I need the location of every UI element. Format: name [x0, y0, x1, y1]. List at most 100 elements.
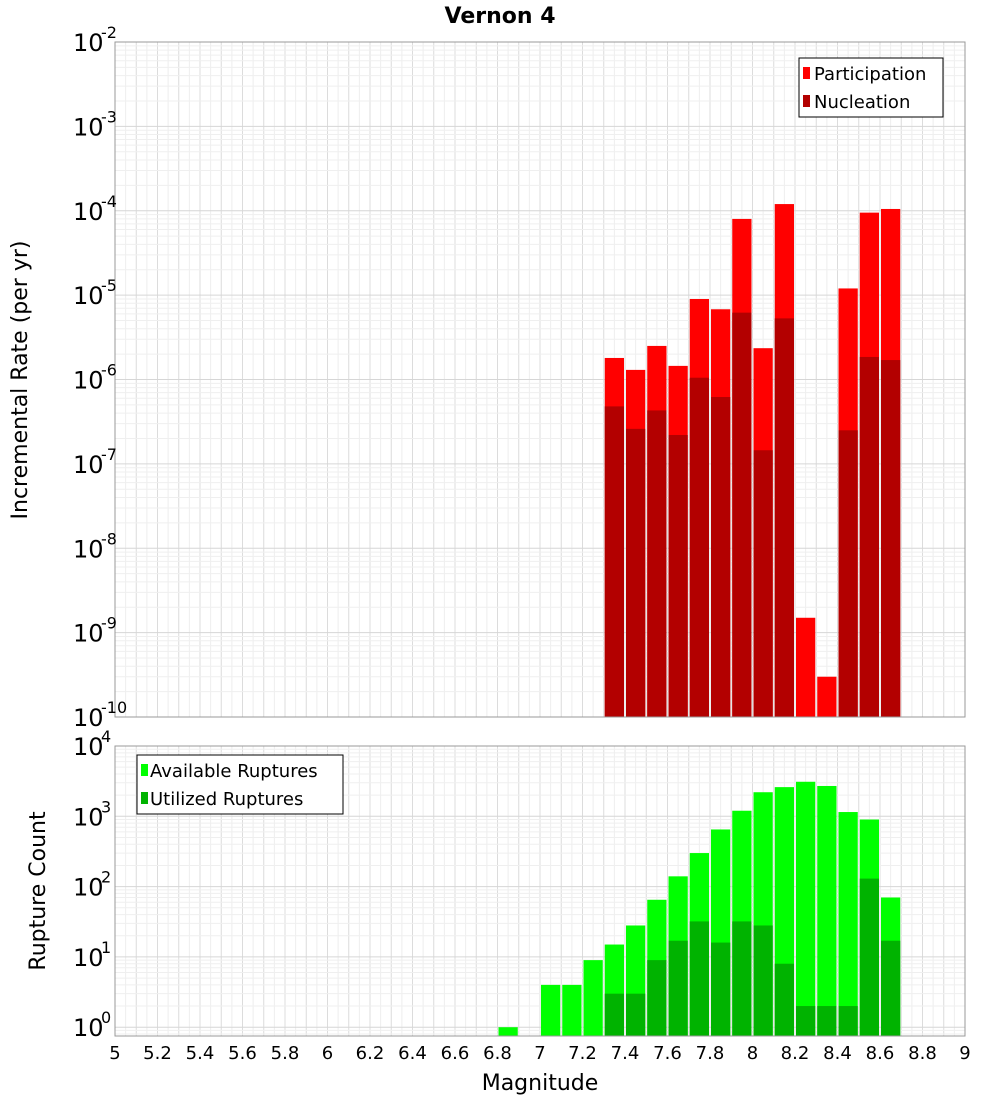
count-y-axis-label: Rupture Count [26, 811, 51, 971]
rate-y-tick-exponent: -10 [101, 698, 127, 717]
count-bar-available-ruptures [562, 984, 582, 1036]
count-y-tick-exponent: 1 [101, 938, 111, 957]
count-bar-available-ruptures [817, 785, 837, 1036]
utilized-legend-label: Utilized Ruptures [150, 789, 303, 810]
rate-y-tick-label: 10-3 [73, 107, 117, 141]
count-bar-utilized-ruptures [711, 942, 731, 1036]
count-y-tick-base: 10 [73, 874, 104, 902]
count-bar-available-ruptures [498, 1027, 518, 1036]
rate-y-tick-exponent: -3 [101, 107, 117, 126]
count-y-tick-label: 100 [73, 1008, 111, 1042]
count-bar-utilized-ruptures [838, 1006, 858, 1036]
rate-bar-nucleation [626, 428, 646, 717]
rate-legend: Participation Nucleation [798, 57, 944, 118]
magnitude-x-tick-label: 7.6 [653, 1043, 682, 1064]
count-y-tick-exponent: 2 [101, 868, 111, 887]
rate-y-tick-base: 10 [73, 704, 104, 732]
count-bar-available-ruptures [796, 781, 816, 1036]
count-bar-utilized-ruptures [796, 1006, 816, 1036]
rate-y-tick-exponent: -6 [101, 361, 117, 380]
magnitude-x-tick-label: 5.2 [143, 1043, 172, 1064]
count-bar-utilized-ruptures [647, 960, 667, 1036]
magnitude-x-tick-label: 8.8 [908, 1043, 937, 1064]
count-y-tick-exponent: 0 [101, 1008, 111, 1027]
available-legend-swatch [141, 764, 148, 776]
magnitude-x-tick-label: 5.6 [228, 1043, 257, 1064]
rate-y-tick-label: 10-7 [73, 445, 117, 479]
rate-y-tick-base: 10 [73, 282, 104, 310]
rate-bar-nucleation [668, 434, 688, 717]
rate-bar-nucleation [711, 397, 731, 717]
magnitude-x-tick-label: 7 [534, 1043, 545, 1064]
magnitude-x-ticks: 5 5.2 5.4 5.6 5.8 6 6.2 6.4 6.6 6.8 7 7.2 7.4 7.6 7.8 8… [109, 1043, 970, 1064]
magnitude-x-tick-label: 5.8 [271, 1043, 300, 1064]
count-bar-available-ruptures [541, 984, 561, 1036]
rate-bar-nucleation [732, 312, 752, 717]
utilized-legend-swatch [141, 792, 148, 804]
participation-legend-label: Participation [814, 64, 926, 85]
magnitude-x-tick-label: 6.2 [356, 1043, 385, 1064]
rate-bars [604, 204, 901, 717]
count-bar-utilized-ruptures [817, 1006, 837, 1036]
magnitude-x-tick-label: 6.8 [483, 1043, 512, 1064]
magnitude-x-tick-label: 7.4 [611, 1043, 640, 1064]
magnitude-x-tick-label: 8.2 [781, 1043, 810, 1064]
rate-y-tick-label: 10-5 [73, 276, 117, 310]
rate-bar-participation [817, 676, 837, 717]
count-bars [498, 781, 901, 1036]
count-y-tick-base: 10 [73, 733, 104, 761]
rate-bar-nucleation [774, 318, 794, 717]
count-y-tick-exponent: 3 [101, 797, 111, 816]
rate-gridlines [114, 41, 966, 718]
count-y-tick-label: 103 [73, 797, 111, 831]
count-bar-utilized-ruptures [668, 940, 688, 1036]
rate-y-tick-exponent: -4 [101, 192, 117, 211]
rate-y-tick-exponent: -7 [101, 445, 117, 464]
count-y-tick-base: 10 [73, 1014, 104, 1042]
count-y-tick-label: 101 [73, 938, 111, 972]
count-legend-box [136, 754, 344, 815]
magnitude-x-tick-label: 5.4 [186, 1043, 215, 1064]
nucleation-legend-label: Nucleation [814, 92, 910, 113]
rate-y-tick-base: 10 [73, 367, 104, 395]
rate-y-tick-label: 10-9 [73, 614, 117, 648]
rate-y-tick-base: 10 [73, 113, 104, 141]
rate-y-axis-label: Incremental Rate (per yr) [8, 241, 33, 520]
count-bar-available-ruptures [583, 960, 603, 1036]
count-y-tick-exponent: 4 [101, 727, 111, 746]
rate-y-tick-exponent: -5 [101, 276, 117, 295]
magnitude-x-tick-label: 7.2 [568, 1043, 597, 1064]
rate-bar-nucleation [689, 377, 709, 717]
count-plot-frame [114, 745, 966, 1037]
rate-bar-nucleation [753, 450, 773, 717]
count-bar-utilized-ruptures [881, 940, 901, 1036]
count-bar-utilized-ruptures [626, 993, 646, 1036]
rate-y-tick-exponent: -2 [101, 23, 117, 42]
count-bar-utilized-ruptures [774, 963, 794, 1036]
rate-y-tick-label: 10-4 [73, 192, 117, 226]
magnitude-x-tick-label: 5 [109, 1043, 120, 1064]
magnitude-x-axis-label: Magnitude [482, 1071, 599, 1096]
chart-title: Vernon 4 [445, 4, 556, 29]
magnitude-x-tick-label: 6.4 [398, 1043, 427, 1064]
rate-y-tick-label: 10-6 [73, 361, 117, 395]
rate-y-tick-base: 10 [73, 29, 104, 57]
count-bar-utilized-ruptures [753, 925, 773, 1036]
count-legend: Available Ruptures Utilized Ruptures [136, 754, 344, 815]
available-legend-label: Available Ruptures [150, 761, 318, 782]
count-bar-utilized-ruptures [732, 921, 752, 1036]
count-y-tick-base: 10 [73, 803, 104, 831]
count-y-tick-label: 104 [73, 727, 111, 761]
count-y-tick-base: 10 [73, 944, 104, 972]
rate-plot-frame [114, 41, 966, 718]
rate-y-tick-label: 10-8 [73, 529, 117, 563]
participation-legend-swatch [803, 67, 810, 79]
rate-y-tick-base: 10 [73, 535, 104, 563]
rate-bar-participation [796, 617, 816, 717]
magnitude-x-tick-label: 8 [747, 1043, 758, 1064]
